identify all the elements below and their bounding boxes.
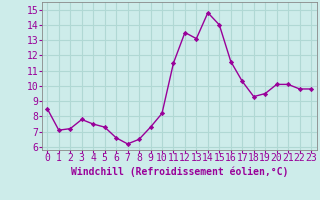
X-axis label: Windchill (Refroidissement éolien,°C): Windchill (Refroidissement éolien,°C) <box>70 166 288 177</box>
